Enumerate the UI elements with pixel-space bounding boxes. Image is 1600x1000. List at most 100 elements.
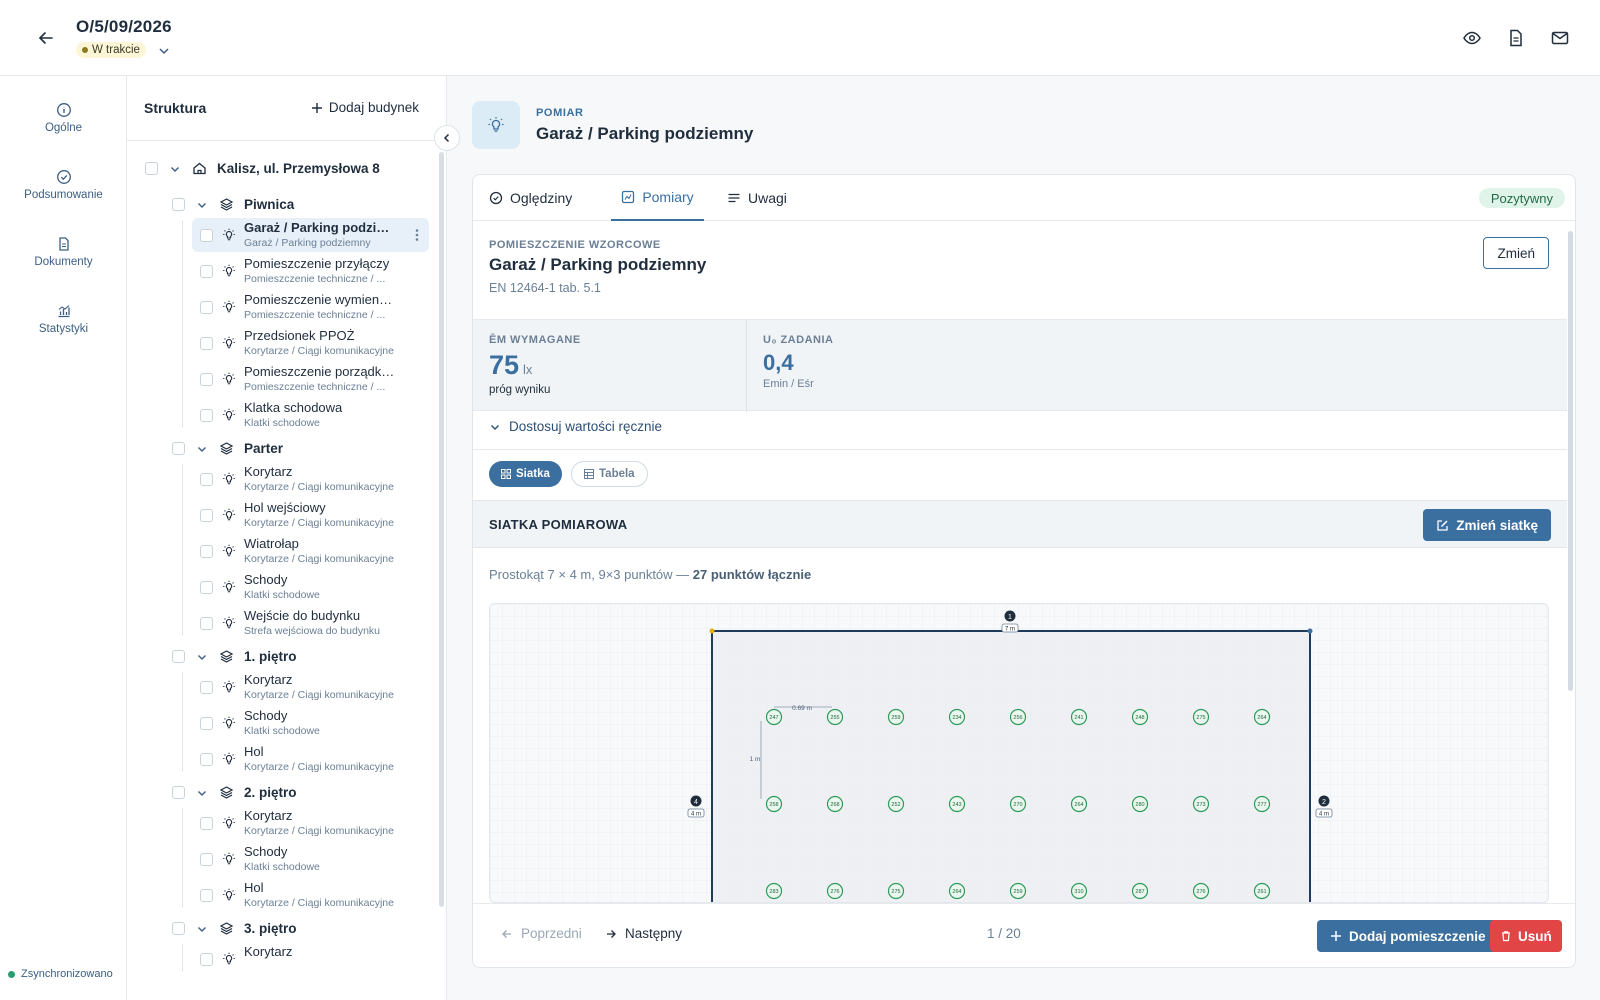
chevron-down-icon[interactable] xyxy=(195,922,209,936)
chevron-down-icon[interactable] xyxy=(195,442,209,456)
tree-level[interactable]: 3. piętro xyxy=(172,921,297,936)
tab-inspection[interactable]: Oględziny xyxy=(489,175,591,221)
room-checkbox[interactable] xyxy=(200,953,213,966)
tree-level[interactable]: Parter xyxy=(172,441,283,456)
room-checkbox[interactable] xyxy=(200,853,213,866)
chevron-down-icon[interactable] xyxy=(195,198,209,212)
delete-button[interactable]: Usuń xyxy=(1490,920,1562,952)
tab-measurements[interactable]: Pomiary xyxy=(611,175,704,221)
next-button[interactable]: Następny xyxy=(605,926,682,941)
tree-room-item[interactable]: Wiatrołap Korytarze / Ciągi komunikacyjne xyxy=(192,534,429,568)
card-scrollbar[interactable] xyxy=(1568,231,1573,691)
building-checkbox[interactable] xyxy=(145,162,158,175)
measurement-point[interactable] xyxy=(826,708,844,726)
room-checkbox[interactable] xyxy=(200,581,213,594)
level-checkbox[interactable] xyxy=(172,922,185,935)
tree-room-item[interactable]: Przedsionek PPOŻ Korytarze / Ciągi komuni… xyxy=(192,326,429,360)
room-checkbox[interactable] xyxy=(200,265,213,278)
measurement-point[interactable] xyxy=(1009,882,1027,900)
measurement-point[interactable] xyxy=(1131,795,1149,813)
measurement-point[interactable] xyxy=(1070,882,1088,900)
tree-level[interactable]: Piwnica xyxy=(172,197,294,212)
room-checkbox[interactable] xyxy=(200,229,213,242)
room-checkbox[interactable] xyxy=(200,545,213,558)
measurement-point[interactable] xyxy=(826,795,844,813)
measurement-point[interactable] xyxy=(948,708,966,726)
tree-room-item[interactable]: Korytarz Korytarze / Ciągi komunikacyjne xyxy=(192,462,429,496)
measurement-point[interactable] xyxy=(765,708,783,726)
tree-room-item[interactable]: Klatka schodowa Klatki schodowe xyxy=(192,398,429,432)
measurement-point[interactable] xyxy=(948,882,966,900)
room-checkbox[interactable] xyxy=(200,509,213,522)
nav-item-summary[interactable]: Podsumowanie xyxy=(0,169,127,201)
measurement-point[interactable] xyxy=(1009,795,1027,813)
measurement-point[interactable] xyxy=(887,708,905,726)
preview-eye-icon[interactable] xyxy=(1462,28,1482,48)
chevron-down-icon[interactable] xyxy=(195,650,209,664)
nav-item-general[interactable]: Ogólne xyxy=(0,102,127,134)
tree-room-item[interactable]: Korytarz Korytarze / Ciągi komunikacyjne xyxy=(192,806,429,840)
room-checkbox[interactable] xyxy=(200,717,213,730)
nav-item-documents[interactable]: Dokumenty xyxy=(0,236,127,268)
tree-building[interactable]: Kalisz, ul. Przemysłowa 8 xyxy=(145,161,380,176)
tree-room-item[interactable]: Pomieszczenie wymiennika Pomieszczenie te… xyxy=(192,290,429,324)
tree-level[interactable]: 1. piętro xyxy=(172,649,297,664)
tree-room-item[interactable]: Pomieszczenie przyłączy Pomieszczenie tec… xyxy=(192,254,429,288)
adjust-values-toggle[interactable]: Dostosuj wartości ręcznie xyxy=(489,419,662,434)
measurement-point[interactable] xyxy=(887,795,905,813)
status-dropdown-chevron-icon[interactable] xyxy=(157,44,171,58)
measurement-point[interactable] xyxy=(1070,708,1088,726)
tree-scrollbar[interactable] xyxy=(439,152,444,907)
tree-room-item[interactable]: Schody Klatki schodowe xyxy=(192,706,429,740)
tab-notes[interactable]: Uwagi xyxy=(727,175,797,221)
mail-icon[interactable] xyxy=(1550,28,1570,48)
measurement-point[interactable] xyxy=(1009,708,1027,726)
nav-item-statistics[interactable]: Statystyki xyxy=(0,303,127,335)
measurement-point[interactable] xyxy=(765,795,783,813)
tree-room-item[interactable]: Schody Klatki schodowe xyxy=(192,570,429,604)
room-checkbox[interactable] xyxy=(200,337,213,350)
room-checkbox[interactable] xyxy=(200,617,213,630)
measurement-point[interactable] xyxy=(1131,882,1149,900)
chevron-down-icon[interactable] xyxy=(168,162,182,176)
change-room-button[interactable]: Zmień xyxy=(1483,237,1549,269)
room-checkbox[interactable] xyxy=(200,409,213,422)
tree-room-item[interactable]: Hol wejściowy Korytarze / Ciągi komunikac… xyxy=(192,498,429,532)
tree-room-item[interactable]: Korytarz xyxy=(192,942,429,976)
more-options-icon[interactable] xyxy=(415,228,419,242)
room-checkbox[interactable] xyxy=(200,753,213,766)
tree-room-item[interactable]: Pomieszczenie porządkowe Pomieszczenie te… xyxy=(192,362,429,396)
measurement-grid-canvas[interactable]: 1 7 m 4 4 m 2 4 m 0.69 m 1 m 247 255 259 23… xyxy=(489,603,1549,903)
room-checkbox[interactable] xyxy=(200,373,213,386)
measurement-point[interactable] xyxy=(1253,795,1271,813)
level-checkbox[interactable] xyxy=(172,786,185,799)
level-checkbox[interactable] xyxy=(172,198,185,211)
measurement-point[interactable] xyxy=(1192,882,1210,900)
tree-room-item[interactable]: Schody Klatki schodowe xyxy=(192,842,429,876)
tree-room-item[interactable]: Korytarz Korytarze / Ciągi komunikacyjne xyxy=(192,670,429,704)
level-checkbox[interactable] xyxy=(172,442,185,455)
measurement-point[interactable] xyxy=(1253,708,1271,726)
measurement-point[interactable] xyxy=(948,795,966,813)
measurement-point[interactable] xyxy=(826,882,844,900)
tree-room-item[interactable]: Hol Korytarze / Ciągi komunikacyjne xyxy=(192,742,429,776)
room-checkbox[interactable] xyxy=(200,817,213,830)
view-grid-button[interactable]: Siatka xyxy=(489,461,562,487)
level-checkbox[interactable] xyxy=(172,650,185,663)
report-document-icon[interactable] xyxy=(1506,28,1526,48)
collapse-panel-button[interactable] xyxy=(434,125,460,151)
room-checkbox[interactable] xyxy=(200,681,213,694)
room-checkbox[interactable] xyxy=(200,473,213,486)
measurement-point[interactable] xyxy=(887,882,905,900)
measurement-point[interactable] xyxy=(1131,708,1149,726)
measurement-point[interactable] xyxy=(1192,708,1210,726)
grid-drawing[interactable]: 1 7 m 4 4 m 2 4 m 0.69 m 1 m 247 255 259 23… xyxy=(490,604,1549,903)
tree-room-item[interactable]: Garaż / Parking podziemny Garaż / Parking… xyxy=(192,218,429,252)
add-building-button[interactable]: Dodaj budynek xyxy=(311,100,419,115)
room-checkbox[interactable] xyxy=(200,301,213,314)
view-table-button[interactable]: Tabela xyxy=(571,461,648,487)
tree-level[interactable]: 2. piętro xyxy=(172,785,297,800)
measurement-point[interactable] xyxy=(1192,795,1210,813)
tree-room-item[interactable]: Wejście do budynku Strefa wejściowa do bu… xyxy=(192,606,429,640)
measurement-point[interactable] xyxy=(1070,795,1088,813)
